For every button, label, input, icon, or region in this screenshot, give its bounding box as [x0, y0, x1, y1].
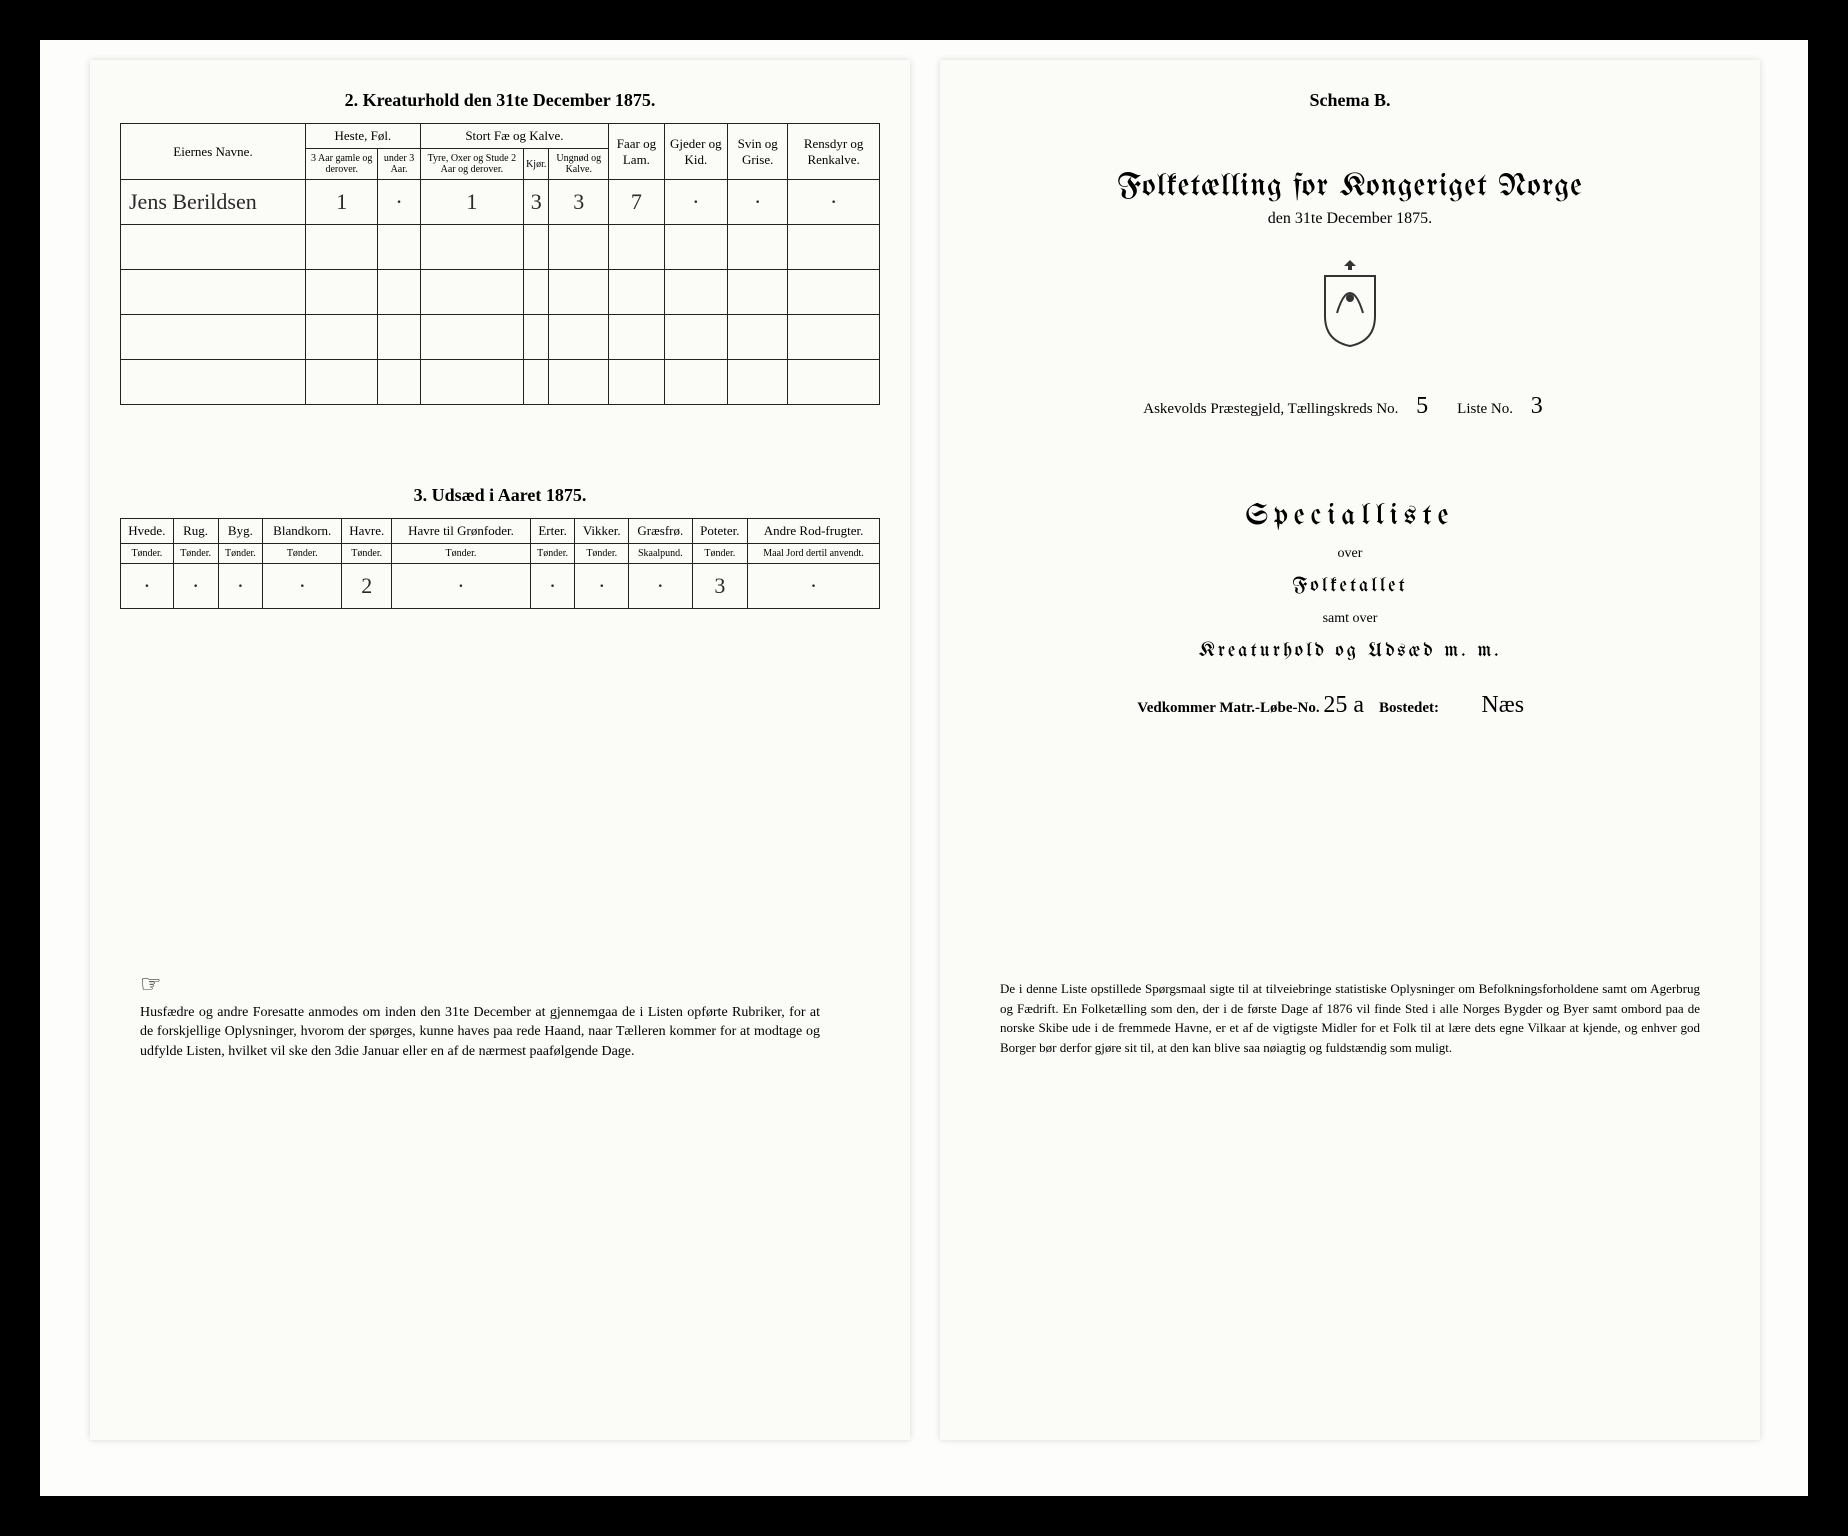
u-h0: Hvede. — [121, 519, 174, 544]
kreaturhold-table: Eiernes Navne. Heste, Føl. Stort Fæ og K… — [120, 123, 880, 405]
u-h10: Andre Rod-frugter. — [748, 519, 880, 544]
u-u8: Skaalpund. — [629, 544, 693, 564]
mat-no: 25 a — [1323, 692, 1364, 719]
u-h2: Byg. — [218, 519, 263, 544]
pointing-hand-icon: ☞ — [140, 969, 180, 1003]
u-r1: · — [173, 564, 218, 609]
main-title: Folketælling for Kongeriget Norge — [990, 171, 1710, 204]
th-gjeder: Gjeder og Kid. — [664, 124, 728, 180]
v7: · — [664, 180, 728, 225]
u-u4: Tønder. — [342, 544, 392, 564]
u-u7: Tønder. — [575, 544, 629, 564]
th-sub4: Ungnød og Kalve. — [549, 149, 609, 180]
th-eier: Eiernes Navne. — [121, 124, 306, 180]
v5: 3 — [549, 180, 609, 225]
th-stort: Stort Fæ og Kalve. — [420, 124, 609, 149]
owner-name: Jens Berildsen — [121, 180, 306, 225]
u-h4: Havre. — [342, 519, 392, 544]
u-h5: Havre til Grønfoder. — [392, 519, 530, 544]
u-r4: 2 — [342, 564, 392, 609]
schema-label: Schema B. — [990, 90, 1710, 111]
th-sub3: Kjør. — [524, 149, 549, 180]
th-ren: Rensdyr og Renkalve. — [788, 124, 880, 180]
v4: 3 — [524, 180, 549, 225]
th-sub0: 3 Aar gamle og derover. — [306, 149, 378, 180]
u-h1: Rug. — [173, 519, 218, 544]
folketallet: Folketallet — [990, 576, 1710, 597]
v3: 1 — [420, 180, 523, 225]
specialliste-title: Specialliste — [990, 500, 1710, 532]
u-r2: · — [218, 564, 263, 609]
v6: 7 — [609, 180, 664, 225]
date-line: den 31te December 1875. — [990, 210, 1710, 228]
u-r0: · — [121, 564, 174, 609]
v2: · — [378, 180, 420, 225]
mat-line: Vedkommer Matr.-Løbe-No. 25 a Bostedet: … — [990, 692, 1710, 719]
u-r5: · — [392, 564, 530, 609]
th-faar: Faar og Lam. — [609, 124, 664, 180]
samt-over: samt over — [990, 611, 1710, 627]
th-sub2: Tyre, Oxer og Stude 2 Aar og derover. — [420, 149, 523, 180]
u-h9: Poteter. — [692, 519, 747, 544]
u-r7: · — [575, 564, 629, 609]
over1: over — [990, 546, 1710, 562]
udsaed-table: Hvede. Rug. Byg. Blandkorn. Havre. Havre… — [120, 518, 880, 609]
u-u9: Tønder. — [692, 544, 747, 564]
v1: 1 — [306, 180, 378, 225]
u-r10: · — [748, 564, 880, 609]
footer-note: De i denne Liste opstillede Spørgsmaal s… — [990, 979, 1710, 1057]
v9: · — [788, 180, 880, 225]
th-sub1: under 3 Aar. — [378, 149, 420, 180]
u-r3: · — [263, 564, 342, 609]
u-h3: Blandkorn. — [263, 519, 342, 544]
u-u5: Tønder. — [392, 544, 530, 564]
u-r8: · — [629, 564, 693, 609]
mat-label: Vedkommer Matr.-Løbe-No. — [1137, 700, 1319, 716]
notice-text: Husfædre og andre Foresatte anmodes om i… — [140, 1003, 820, 1062]
scan-background: 2. Kreaturhold den 31te December 1875. E… — [40, 40, 1808, 1496]
u-u2: Tønder. — [218, 544, 263, 564]
notice-block: ☞ Husfædre og andre Foresatte anmodes om… — [120, 969, 880, 1061]
parish-text: Askevolds Præstegjeld, Tællingskreds No. — [1143, 401, 1398, 417]
bostedet-value: Næs — [1443, 692, 1563, 719]
bostedet-label: Bostedet: — [1379, 700, 1439, 716]
left-page: 2. Kreaturhold den 31te December 1875. E… — [90, 60, 910, 1440]
th-svin: Svin og Grise. — [728, 124, 788, 180]
u-h6: Erter. — [530, 519, 575, 544]
liste-label: Liste No. — [1457, 401, 1513, 417]
u-u1: Tønder. — [173, 544, 218, 564]
u-h8: Græsfrø. — [629, 519, 693, 544]
section2-title: 2. Kreaturhold den 31te December 1875. — [120, 90, 880, 111]
u-u3: Tønder. — [263, 544, 342, 564]
liste-no: 3 — [1517, 393, 1557, 420]
right-page: Schema B. Folketælling for Kongeriget No… — [940, 60, 1760, 1440]
coat-of-arms-icon — [990, 258, 1710, 353]
kreaturhold-line: Kreaturhold og Udsæd m. m. — [990, 641, 1710, 662]
kreds-no: 5 — [1402, 393, 1442, 420]
u-h7: Vikker. — [575, 519, 629, 544]
v8: · — [728, 180, 788, 225]
th-heste: Heste, Føl. — [306, 124, 421, 149]
u-r9: 3 — [692, 564, 747, 609]
section3-title: 3. Udsæd i Aaret 1875. — [120, 485, 880, 506]
u-u10: Maal Jord dertil anvendt. — [748, 544, 880, 564]
u-u0: Tønder. — [121, 544, 174, 564]
u-u6: Tønder. — [530, 544, 575, 564]
u-r6: · — [530, 564, 575, 609]
parish-line: Askevolds Præstegjeld, Tællingskreds No.… — [990, 393, 1710, 420]
